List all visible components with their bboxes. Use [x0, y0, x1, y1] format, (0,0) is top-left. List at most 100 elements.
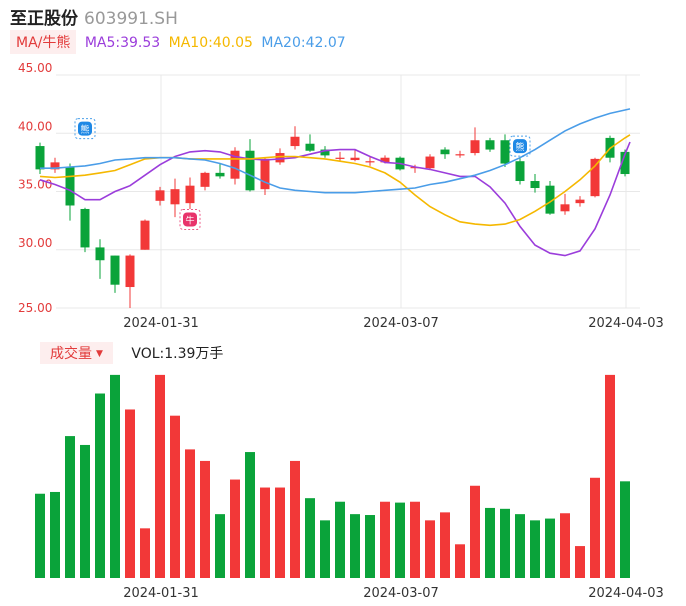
- candle-body: [110, 255, 120, 285]
- candle-body: [215, 172, 225, 177]
- volume-bar: [530, 520, 540, 578]
- volume-bar: [425, 520, 435, 578]
- volume-bar: [125, 409, 135, 578]
- volume-bar: [590, 477, 600, 578]
- candle-body: [575, 199, 585, 204]
- candle-body: [200, 172, 210, 187]
- candle-body: [380, 157, 390, 163]
- ma10-legend: MA10:40.05: [168, 35, 253, 51]
- volume-bar: [230, 479, 240, 578]
- volume-bar: [440, 512, 450, 578]
- candle-body: [530, 181, 540, 189]
- volume-bar: [395, 502, 405, 578]
- ma20-legend: MA20:42.07: [261, 35, 346, 51]
- bear-icon-label: 熊: [80, 124, 89, 136]
- candle-body: [545, 185, 555, 214]
- bear-icon: [513, 139, 527, 154]
- candle-body: [170, 189, 180, 205]
- volume-bar: [170, 415, 180, 578]
- bear-icon: [78, 121, 92, 136]
- bear-icon-label: 熊: [515, 141, 524, 153]
- volume-bar: [350, 514, 360, 578]
- candle-body: [620, 151, 630, 175]
- stock-name: 至正股份: [10, 9, 78, 29]
- volume-bar: [560, 513, 570, 578]
- candle-body: [245, 150, 255, 191]
- volume-bar: [50, 491, 60, 578]
- candle-body: [425, 156, 435, 169]
- volume-bar: [140, 528, 150, 578]
- volume-indicator-label: 成交量: [50, 346, 92, 362]
- candle-body: [35, 146, 45, 170]
- volume-bar: [215, 514, 225, 578]
- candle-body: [515, 161, 525, 182]
- candle-body: [155, 190, 165, 201]
- volume-bar: [110, 374, 120, 578]
- ma5-legend: MA5:39.53: [84, 35, 161, 51]
- candle-body: [95, 247, 105, 261]
- volume-bar: [410, 501, 420, 578]
- volume-bar: [365, 515, 375, 578]
- bull-icon: [183, 212, 197, 227]
- candle-body: [590, 158, 600, 197]
- candle-body: [350, 157, 360, 161]
- ma20-line: [40, 108, 631, 194]
- price-x-tick-label: 2024-01-31: [123, 316, 199, 331]
- volume-bar: [455, 544, 465, 578]
- candle-body: [260, 158, 270, 190]
- ma-legend: MA/牛熊 MA5:39.53 MA10:40.05 MA20:42.07: [10, 30, 350, 54]
- stock-header: 至正股份 603991.SH: [10, 4, 178, 29]
- ma10-line: [39, 134, 631, 227]
- volume-bar: [470, 485, 480, 578]
- ma-indicator-tab[interactable]: MA/牛熊: [10, 30, 77, 54]
- y-tick-label: 25.00: [18, 301, 52, 315]
- candle-body: [440, 149, 450, 155]
- volume-indicator-dropdown[interactable]: 成交量 ▼: [40, 342, 113, 364]
- volume-bar: [185, 449, 195, 578]
- volume-bar: [95, 393, 105, 578]
- candle-body: [185, 185, 195, 204]
- volume-bar: [485, 507, 495, 578]
- candle-body: [305, 143, 315, 151]
- volume-bar: [335, 501, 345, 578]
- candle-body: [560, 204, 570, 212]
- volume-bar: [275, 487, 285, 578]
- volume-bar: [305, 498, 315, 578]
- price-x-tick-label: 2024-04-03: [588, 316, 664, 331]
- bull-icon-frame: [179, 208, 201, 230]
- candle-body: [50, 162, 60, 170]
- volume-bar: [80, 444, 90, 578]
- y-tick-label: 45.00: [18, 61, 52, 75]
- volume-bar: [200, 460, 210, 578]
- volume-x-tick-label: 2024-04-03: [588, 586, 664, 601]
- bull-icon-label: 牛: [185, 214, 194, 226]
- candle-body: [125, 255, 135, 288]
- volume-bar: [500, 508, 510, 578]
- candle-body: [455, 154, 465, 156]
- candle-body: [365, 161, 375, 163]
- volume-bar: [35, 493, 45, 578]
- candle-body: [140, 220, 150, 250]
- volume-bar: [605, 374, 615, 578]
- volume-legend: 成交量 ▼ VOL:1.39万手: [40, 342, 223, 364]
- triangle-down-icon: ▼: [96, 349, 103, 359]
- candle-body: [275, 153, 285, 163]
- candle-body: [65, 167, 75, 206]
- volume-bar: [545, 518, 555, 578]
- volume-value: VOL:1.39万手: [131, 346, 224, 362]
- price-x-tick-label: 2024-03-07: [363, 316, 439, 331]
- bear-icon-frame: [509, 135, 531, 157]
- volume-bar: [320, 520, 330, 578]
- volume-bar: [515, 514, 525, 578]
- bear-icon-frame: [74, 118, 96, 140]
- candle-body: [80, 208, 90, 248]
- volume-bar: [65, 436, 75, 578]
- y-tick-label: 30.00: [18, 236, 52, 250]
- candle-body: [500, 140, 510, 164]
- y-tick-label: 35.00: [18, 178, 52, 192]
- volume-bar: [620, 481, 630, 578]
- volume-bar: [575, 546, 585, 578]
- candle-body: [230, 150, 240, 179]
- volume-bar: [245, 452, 255, 578]
